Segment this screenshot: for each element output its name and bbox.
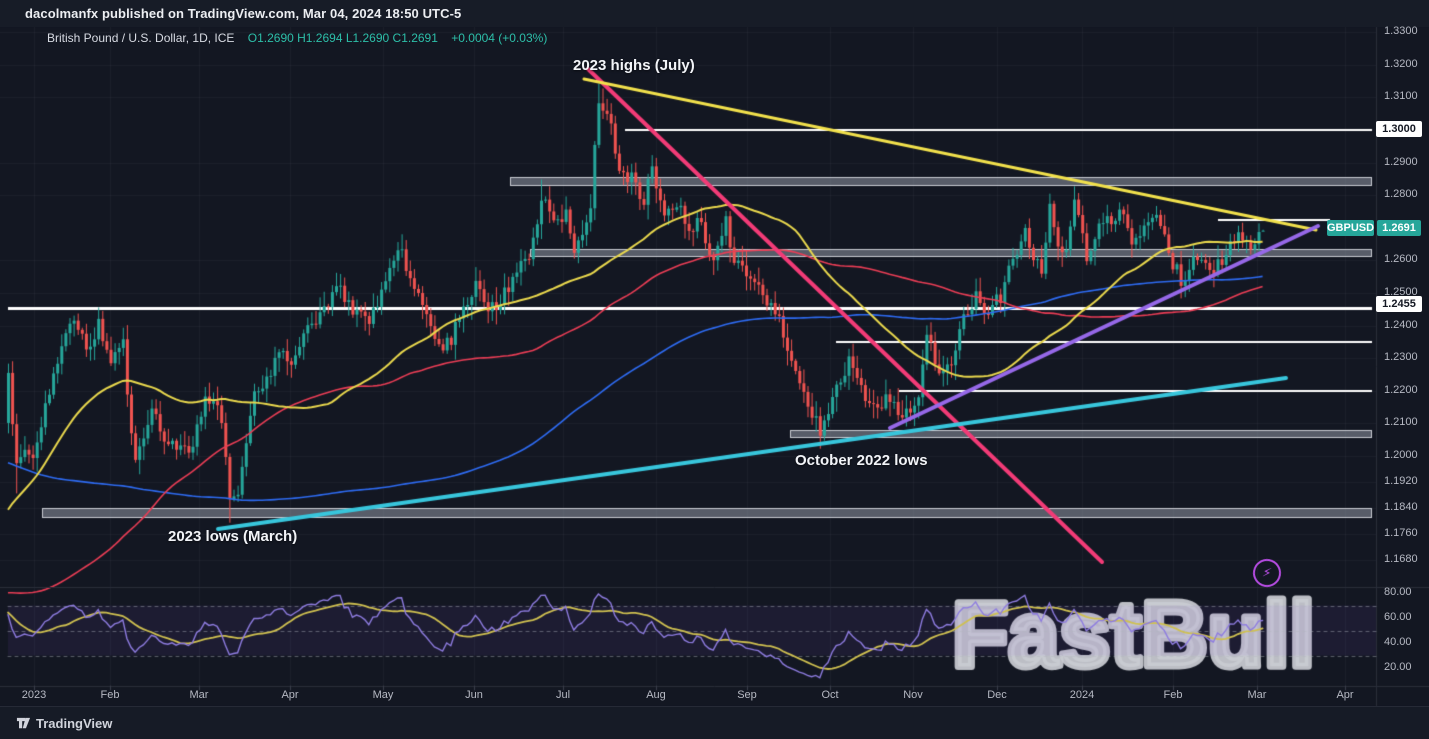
price-tick: 1.2200 xyxy=(1384,383,1418,396)
symbol-price-tag: GBPUSD xyxy=(1327,220,1375,236)
time-tick: Sep xyxy=(737,689,757,701)
time-tick: Apr xyxy=(281,689,299,701)
price-tick: 1.2100 xyxy=(1384,416,1418,429)
rsi-tick: 20.00 xyxy=(1384,661,1412,673)
annotation-october-2022-lows: October 2022 lows xyxy=(795,452,928,469)
symbol-title[interactable]: British Pound / U.S. Dollar, 1D, ICE xyxy=(47,31,235,45)
change-value: +0.0004 (+0.03%) xyxy=(451,31,548,45)
annotation-2023-lows: 2023 lows (March) xyxy=(168,528,298,545)
price-tick: 1.3300 xyxy=(1384,25,1418,38)
chart-legend: British Pound / U.S. Dollar, 1D, ICE O1.… xyxy=(47,31,547,45)
price-tick: 1.1920 xyxy=(1384,474,1418,487)
time-tick: Dec xyxy=(987,689,1007,701)
time-axis[interactable]: 2023 Feb Mar Apr May Jun Jul Aug Sep Oct Nov Dec 202… xyxy=(0,686,1376,706)
time-tick: Mar xyxy=(1247,689,1267,701)
time-tick: Feb xyxy=(1163,689,1183,701)
rsi-tick: 80.00 xyxy=(1384,586,1412,598)
tradingview-logo[interactable]: TradingView xyxy=(16,716,112,731)
tradingview-logo-text: TradingView xyxy=(36,716,113,731)
footer-bar: TradingView xyxy=(0,706,1429,739)
price-tick: 1.1760 xyxy=(1384,527,1418,540)
time-tick: Jun xyxy=(465,689,483,701)
tradingview-logo-icon xyxy=(16,717,31,729)
time-tick: Mar xyxy=(189,689,209,701)
price-tick: 1.2600 xyxy=(1384,253,1418,266)
price-tick: 1.2300 xyxy=(1384,351,1418,364)
time-tick: Oct xyxy=(821,689,839,701)
time-tick: Jul xyxy=(555,689,571,701)
rsi-tick: 60.00 xyxy=(1384,611,1412,623)
last-price-label: 1.2691 xyxy=(1377,220,1421,236)
time-tick: Aug xyxy=(646,689,666,701)
time-tick: 2024 xyxy=(1069,689,1095,701)
time-tick: May xyxy=(372,689,394,701)
price-tick: 1.2800 xyxy=(1384,188,1418,201)
price-tick: 1.2500 xyxy=(1384,285,1418,298)
price-axis[interactable]: 1.3300 1.3200 1.3100 1.2900 1.2800 1.2600 1.25… xyxy=(1376,25,1429,706)
publish-header: dacolmanfx published on TradingView.com,… xyxy=(0,0,1429,27)
time-tick: Feb xyxy=(100,689,120,701)
time-tick: Apr xyxy=(1336,689,1354,701)
rsi-tick: 40.00 xyxy=(1384,636,1412,648)
price-tick: 1.1840 xyxy=(1384,501,1418,514)
price-tick: 1.3200 xyxy=(1384,57,1418,70)
attribution-text: dacolmanfx published on TradingView.com,… xyxy=(25,6,462,21)
annotation-2023-highs: 2023 highs (July) xyxy=(573,57,695,74)
price-tick: 1.2900 xyxy=(1384,155,1418,168)
price-tick: 1.3100 xyxy=(1384,90,1418,103)
time-tick: 2023 xyxy=(21,689,47,701)
time-tick: Nov xyxy=(903,689,923,701)
price-tick: 1.1680 xyxy=(1384,553,1418,566)
price-tick: 1.2400 xyxy=(1384,318,1418,331)
price-level-label-1-3000: 1.3000 xyxy=(1376,121,1422,137)
price-tick: 1.2000 xyxy=(1384,448,1418,461)
price-level-label-1-2455: 1.2455 xyxy=(1376,296,1422,312)
ohlc-values: O1.2690 H1.2694 L1.2690 C1.2691 xyxy=(247,31,438,45)
